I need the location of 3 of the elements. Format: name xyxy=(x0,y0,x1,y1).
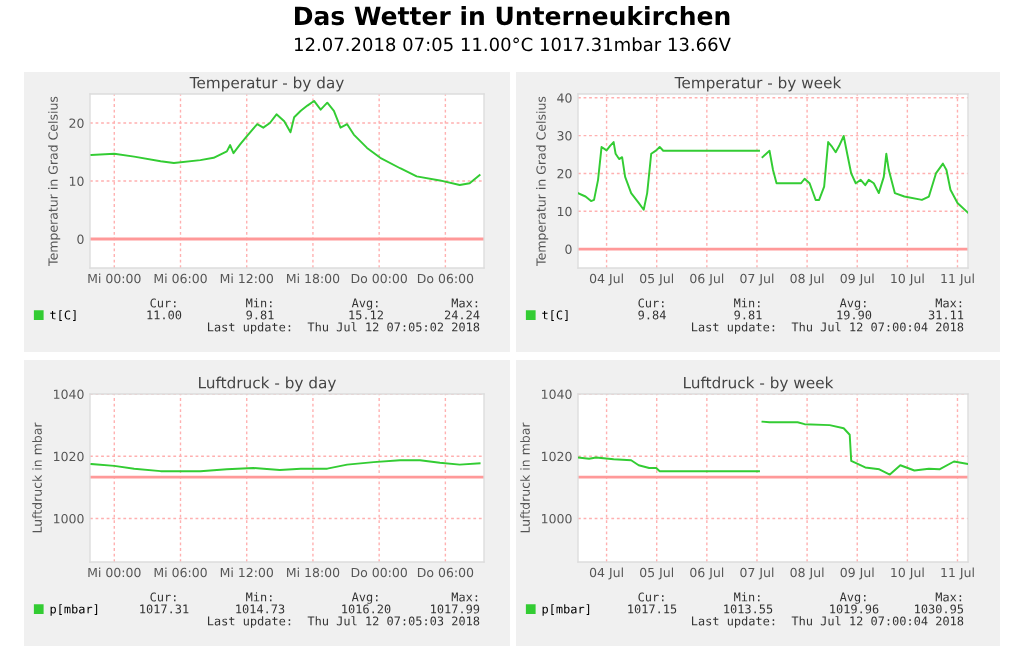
text: Das Wetter in Unterneukirchen xyxy=(295,5,730,26)
text: 12.07.2018 07:05 11.00°C 1017.31mbar 13.66V xyxy=(295,37,731,52)
line-series xyxy=(90,99,481,187)
